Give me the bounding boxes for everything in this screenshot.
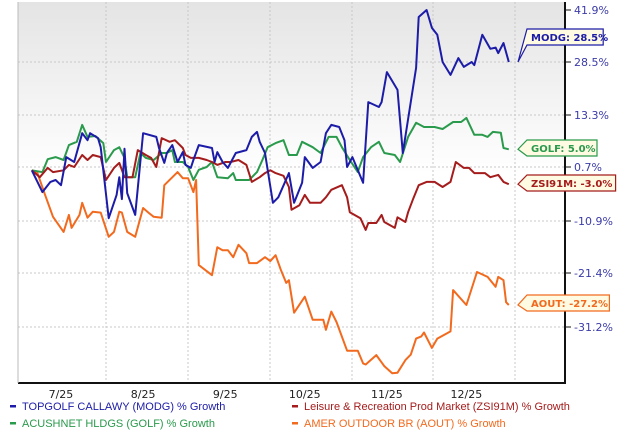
y-tick-label: -31.2% — [574, 321, 613, 334]
legend-item: Leisure & Recreation Prod Market (ZSI91M… — [292, 401, 570, 413]
legend-label: AMER OUTDOOR BR (AOUT) % Growth — [304, 418, 506, 430]
legend-swatch — [292, 405, 298, 408]
y-tick-label: 28.5% — [574, 56, 609, 69]
end-label-callout: GOLF: 5.0% — [517, 139, 598, 157]
x-tick-label: 7/25 — [49, 388, 74, 401]
end-label-callout: AOUT: -27.2% — [517, 294, 610, 312]
end-label-text: MODG: 28.5% — [531, 33, 608, 44]
series-line-3 — [31, 169, 510, 375]
callout-box — [517, 28, 604, 63]
end-label-text: ZSI91M: -3.0% — [531, 179, 612, 190]
callout-box — [517, 294, 610, 312]
end-label-callout: MODG: 28.5% — [517, 28, 608, 63]
legend: TOPGOLF CALLAWY (MODG) % Growth Leisure &… — [10, 401, 570, 430]
series-line-1 — [31, 137, 510, 231]
legend-label: TOPGOLF CALLAWY (MODG) % Growth — [22, 401, 225, 413]
legend-item: TOPGOLF CALLAWY (MODG) % Growth — [10, 401, 225, 413]
x-tick-label: 11/25 — [371, 388, 403, 401]
series-line-0 — [30, 9, 510, 220]
x-tick-label: 10/25 — [289, 388, 321, 401]
end-label-text: AOUT: -27.2% — [531, 299, 608, 310]
legend-swatch — [292, 422, 298, 425]
x-tick-label: 12/25 — [451, 388, 483, 401]
series-lines — [30, 9, 510, 375]
y-tick-label: 13.3% — [574, 109, 609, 122]
legend-label: Leisure & Recreation Prod Market (ZSI91M… — [304, 401, 570, 413]
legend-item: ACUSHNET HLDGS (GOLF) % Growth — [10, 418, 215, 430]
series-line-2 — [31, 116, 510, 181]
y-tick-label: -21.4% — [574, 267, 613, 280]
x-tick-label: 9/25 — [213, 388, 238, 401]
y-axis-ticks: 41.9% 28.5% 13.3% 0.7% -10.9% -21.4% -31.2% — [565, 4, 613, 334]
legend-swatch — [10, 405, 16, 408]
gridlines — [18, 2, 565, 383]
legend-label: ACUSHNET HLDGS (GOLF) % Growth — [22, 418, 215, 430]
legend-swatch — [10, 422, 16, 425]
x-tick-label: 8/25 — [131, 388, 156, 401]
x-axis-ticks: 7/25 8/25 9/25 10/25 11/25 12/25 — [49, 388, 483, 401]
end-label-callout: ZSI91M: -3.0% — [517, 174, 617, 192]
end-label-text: GOLF: 5.0% — [531, 144, 596, 155]
legend-item: AMER OUTDOOR BR (AOUT) % Growth — [292, 418, 506, 430]
y-tick-label: -10.9% — [574, 215, 613, 228]
callout-box — [517, 174, 617, 192]
callout-box — [517, 139, 598, 157]
end-labels: MODG: 28.5% ZSI91M: -3.0% GOLF: 5.0% AOUT: … — [517, 28, 617, 312]
y-tick-label: 41.9% — [574, 4, 609, 17]
y-tick-label: 0.7% — [574, 161, 602, 174]
